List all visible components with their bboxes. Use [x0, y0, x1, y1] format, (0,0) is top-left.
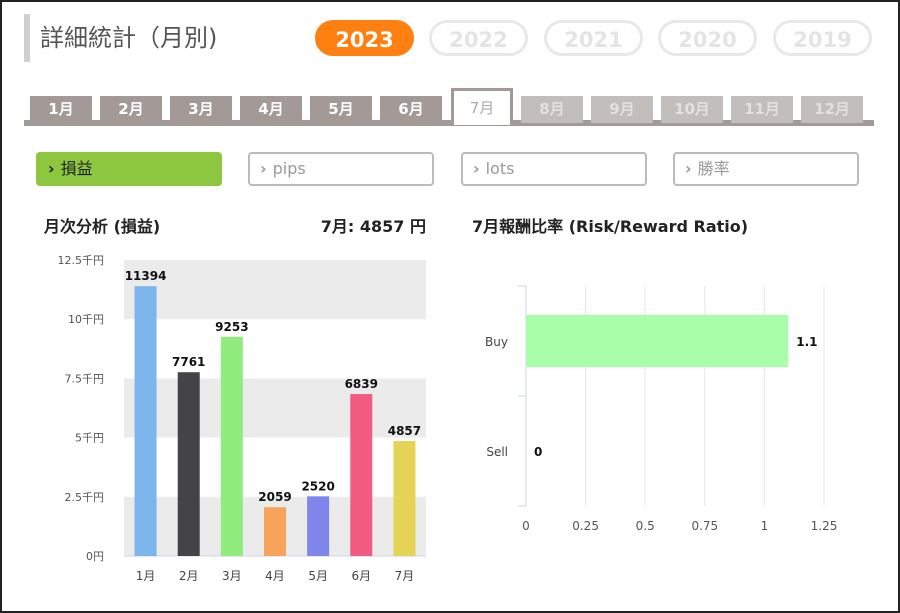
y-tick-label: Sell — [486, 445, 508, 459]
year-pill-2020[interactable]: 2020 — [658, 20, 757, 56]
data-label: 9253 — [215, 320, 248, 334]
bar — [177, 372, 200, 556]
tab-month-6[interactable]: 6月 — [380, 96, 442, 123]
tab-month-1[interactable]: 1月 — [30, 96, 92, 123]
ratio-chart-title: 7月報酬比率 (Risk/Reward Ratio) — [472, 217, 749, 236]
metric-label: pips — [272, 159, 306, 178]
metric-button-pips[interactable]: › pips — [248, 152, 434, 186]
x-tick-label: 4月 — [265, 569, 285, 583]
bar — [134, 286, 157, 556]
metric-label: 勝率 — [697, 159, 730, 178]
monthly-chart-title: 月次分析 (損益) — [44, 217, 161, 236]
metric-label: lots — [485, 159, 515, 178]
bar — [393, 440, 416, 556]
x-tick-label: 0 — [522, 519, 530, 533]
data-label: 0 — [534, 445, 542, 459]
metric-button-pnl[interactable]: › 損益 — [36, 152, 222, 186]
tab-month-3[interactable]: 3月 — [170, 96, 232, 123]
month-tabs: 1月 2月 3月 4月 5月 6月 7月 8月 9月 10月 11月 12月 — [24, 88, 874, 128]
metric-label: 損益 — [60, 159, 93, 178]
tab-month-8[interactable]: 8月 — [521, 96, 583, 123]
y-tick-label: 12.5千円 — [58, 254, 105, 267]
data-label: 7761 — [172, 355, 205, 369]
x-tick-label: 0.5 — [636, 519, 655, 533]
chevron-right-icon: › — [48, 159, 55, 178]
month-tabs-baseline — [24, 120, 874, 126]
bar — [350, 394, 373, 556]
chevron-right-icon: › — [473, 159, 480, 178]
year-pill-2019[interactable]: 2019 — [773, 20, 872, 56]
y-tick-label: 10千円 — [68, 313, 104, 326]
year-pill-2021[interactable]: 2021 — [544, 20, 643, 56]
x-tick-label: 7月 — [395, 569, 415, 583]
y-tick-label: 0円 — [86, 550, 104, 563]
x-tick-label: 0.75 — [691, 519, 718, 533]
data-label: 2520 — [301, 479, 334, 493]
tab-month-7[interactable]: 7月 — [451, 88, 513, 125]
x-tick-label: 1月 — [136, 569, 156, 583]
bar — [264, 507, 286, 556]
monthly-pnl-chart: 0円 2.5千円 5千円 7.5千円 10千円 12.5千円 11394 1月 7761 2月 92… — [58, 254, 426, 583]
tab-month-12[interactable]: 12月 — [801, 96, 863, 123]
data-label: 4857 — [388, 424, 421, 438]
x-tick-label: 5月 — [308, 569, 328, 583]
x-tick-label: 3月 — [222, 569, 242, 583]
tab-month-11[interactable]: 11月 — [731, 96, 793, 123]
data-label: 11394 — [125, 269, 167, 283]
bar — [526, 315, 789, 367]
grid-band — [124, 260, 426, 320]
y-tick-label: 2.5千円 — [65, 491, 105, 504]
chevron-right-icon: › — [260, 159, 267, 178]
x-tick-label: 0.25 — [572, 519, 599, 533]
year-pill-2023[interactable]: 2023 — [315, 20, 414, 56]
data-label: 1.1 — [796, 335, 817, 349]
year-pill-2022[interactable]: 2022 — [429, 20, 528, 56]
y-tick-label: 7.5千円 — [65, 372, 105, 385]
metric-button-lots[interactable]: › lots — [461, 152, 647, 186]
bar — [307, 496, 330, 556]
data-label: 6839 — [345, 377, 378, 391]
title-accent-bar — [24, 14, 30, 62]
tab-month-10[interactable]: 10月 — [661, 96, 723, 123]
tab-month-5[interactable]: 5月 — [310, 96, 372, 123]
bar — [220, 336, 243, 556]
y-tick-label: 5千円 — [75, 432, 104, 445]
tab-month-2[interactable]: 2月 — [100, 96, 162, 123]
tab-month-4[interactable]: 4月 — [240, 96, 302, 123]
risk-reward-chart: 0 0.25 0.5 0.75 1 1.25 1.1 Buy 0 Sell — [485, 285, 838, 533]
page-title: 詳細統計（月別) — [40, 24, 218, 52]
chevron-right-icon: › — [685, 159, 692, 178]
data-label: 2059 — [258, 490, 291, 504]
metric-button-winrate[interactable]: › 勝率 — [673, 152, 859, 186]
grid-band — [124, 378, 426, 438]
x-tick-label: 1.25 — [811, 519, 838, 533]
monthly-summary: 7月: 4857 円 — [320, 217, 426, 236]
x-tick-label: 6月 — [351, 569, 371, 583]
tab-month-9[interactable]: 9月 — [591, 96, 653, 123]
x-tick-label: 1 — [761, 519, 769, 533]
y-tick-label: Buy — [485, 335, 508, 349]
x-tick-label: 2月 — [179, 569, 199, 583]
